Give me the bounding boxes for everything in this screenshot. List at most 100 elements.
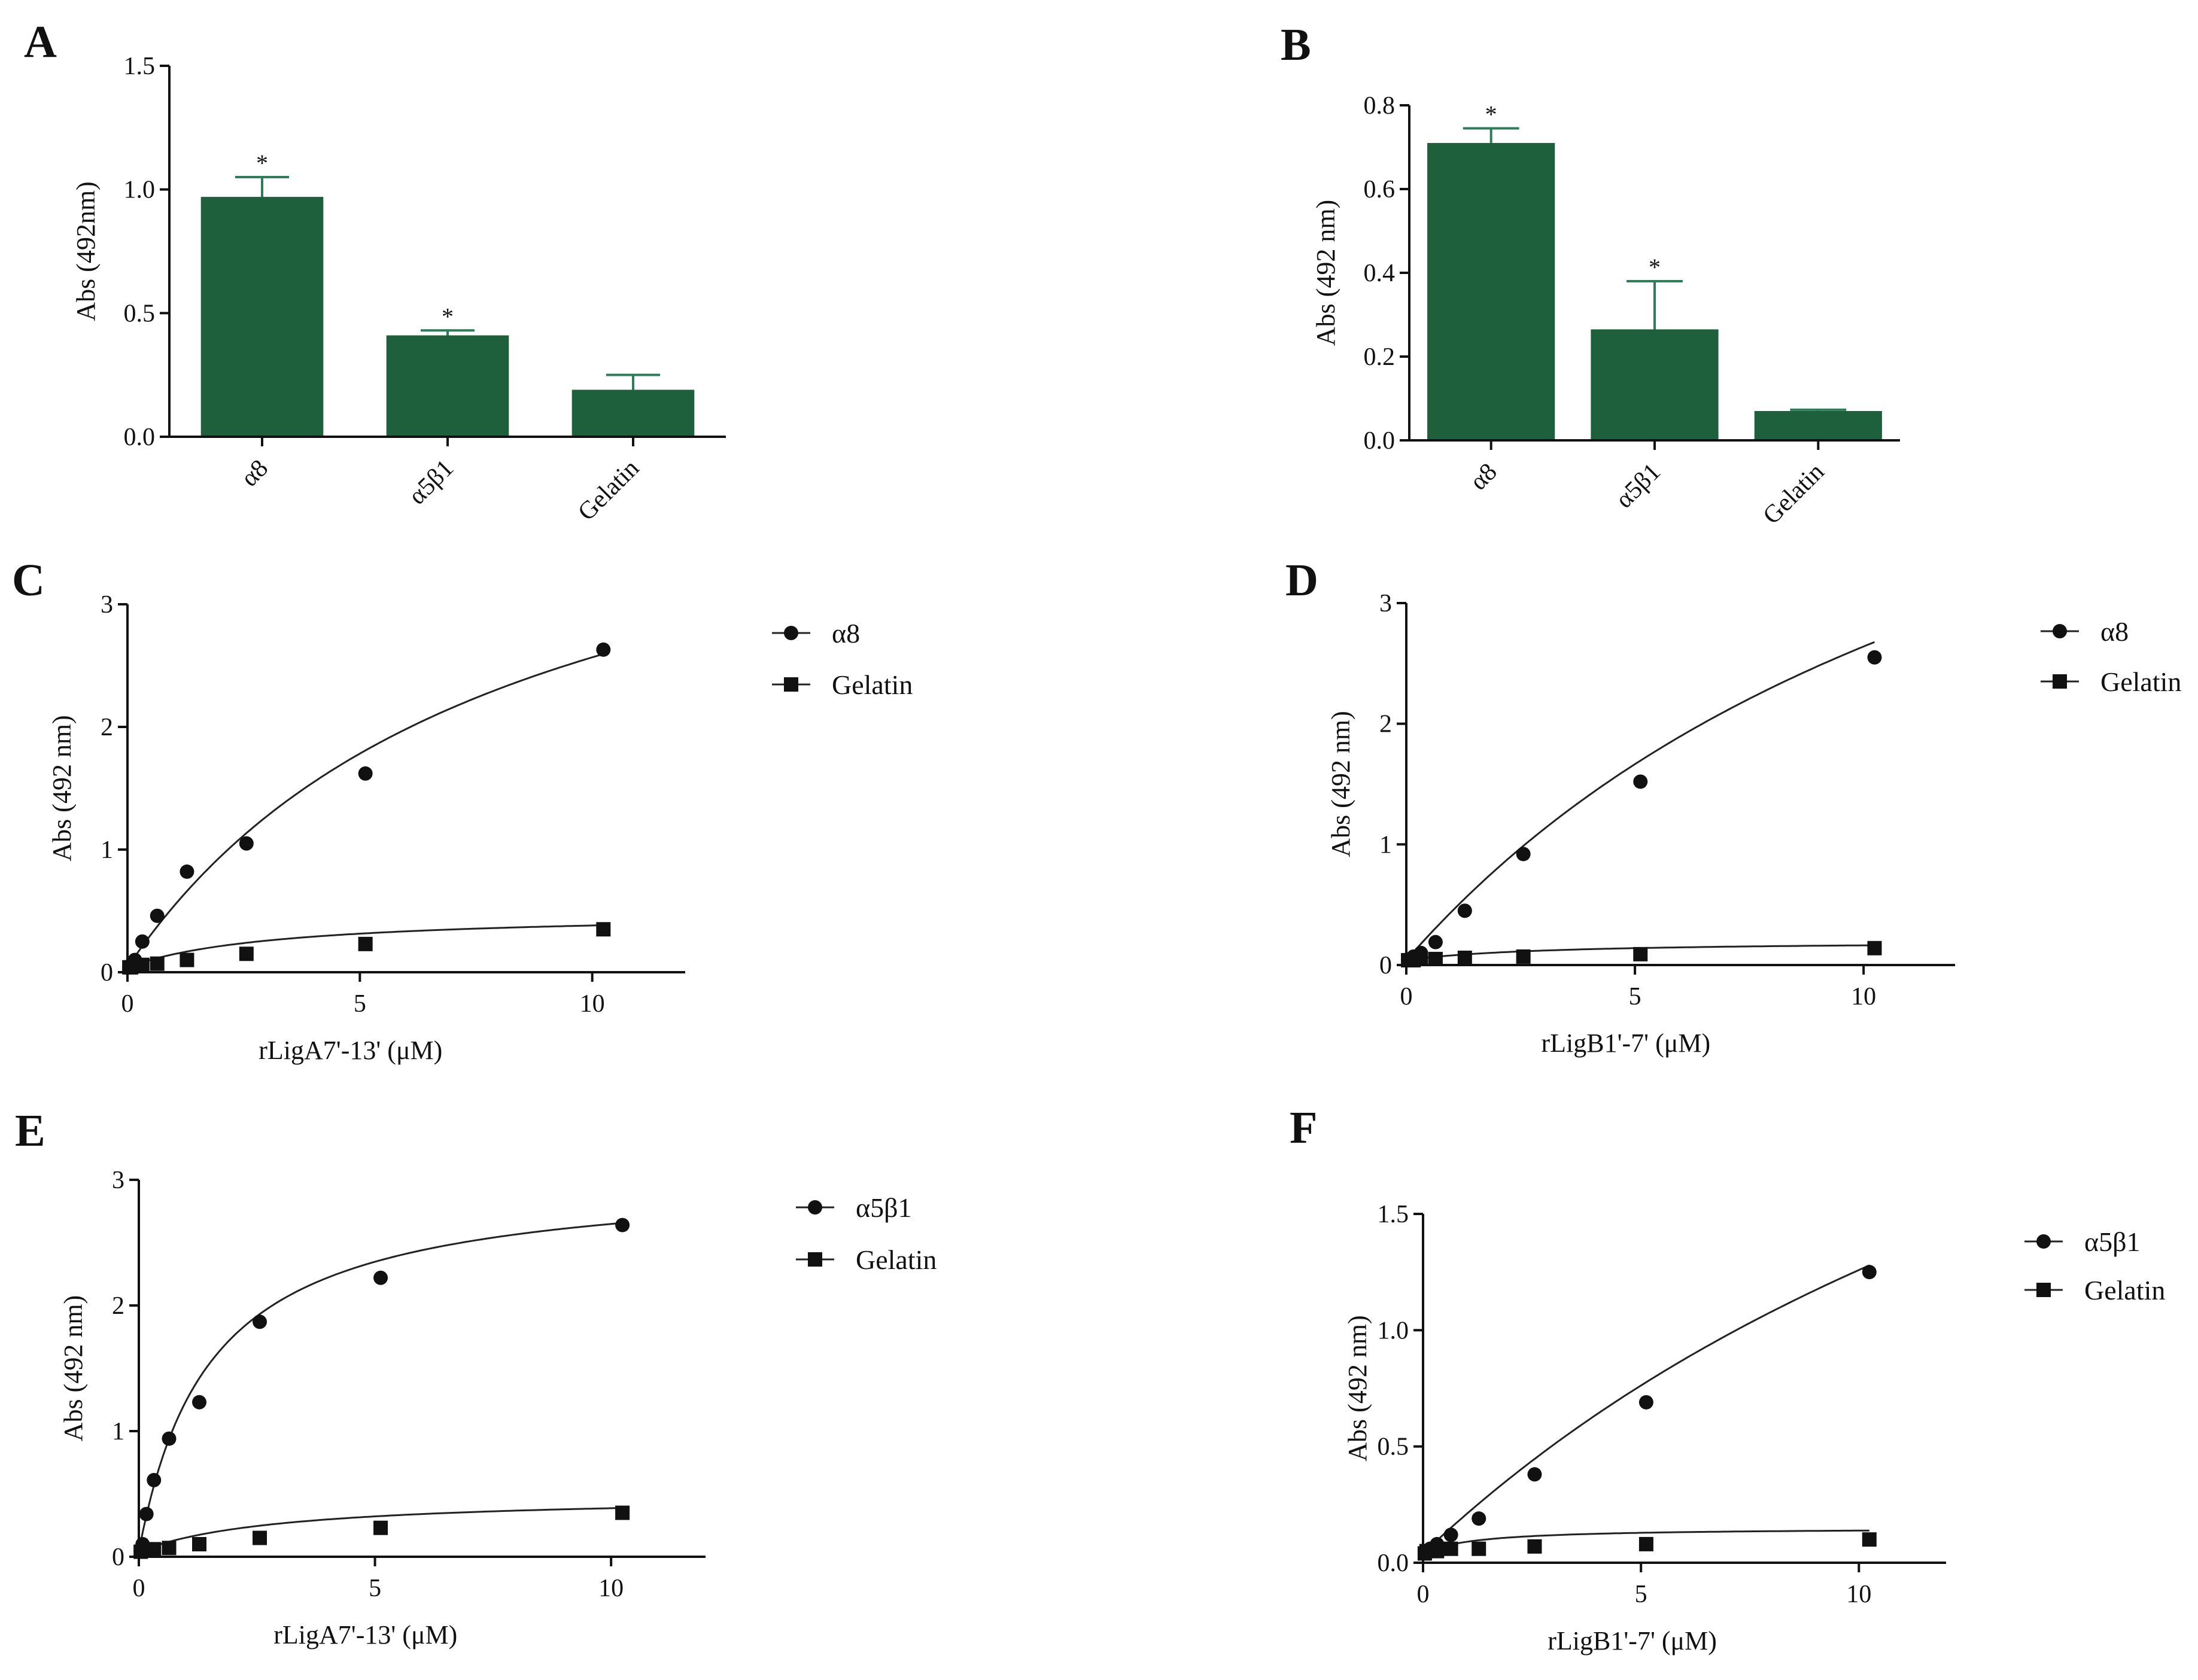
fit-curve-circle-series — [126, 653, 604, 968]
point-square-8 — [373, 1520, 388, 1535]
category-label-2: α5β1 — [403, 455, 459, 510]
x-tick-label-2: 5 — [369, 1575, 381, 1602]
panel-a-bar-chart: * α8 * α5β1 Gelatin 0.0 0.5 1.0 1.5 Abs (492nm) — [71, 53, 726, 526]
y-axis-label: Abs (492 nm) — [1326, 711, 1355, 857]
bar-2 — [386, 335, 509, 437]
legend-label-1: α5β1 — [2084, 1226, 2141, 1257]
y-tick-label-4: 3 — [112, 1167, 124, 1194]
y-tick-label-2: 0.2 — [1364, 343, 1396, 371]
y-tick-label-4: 3 — [101, 591, 113, 619]
point-circle-7 — [253, 1314, 267, 1329]
legend-label-2: Gelatin — [2100, 666, 2181, 697]
y-tick-label-4: 0.6 — [1364, 176, 1396, 203]
fit-curve-square-series — [1422, 1529, 1869, 1554]
y-tick-label-2: 1 — [101, 836, 113, 864]
y-tick-label-4: 3 — [1379, 590, 1392, 617]
x-axis-label: rLigA7'-13' (μM) — [259, 1036, 442, 1065]
point-circle-6 — [180, 864, 194, 879]
x-tick-label-1: 0 — [121, 990, 134, 1018]
point-circle-7 — [239, 836, 254, 851]
x-tick-label-2: 5 — [1635, 1581, 1647, 1608]
point-square-6 — [192, 1537, 207, 1551]
fit-curve-circle-series — [1422, 1264, 1870, 1554]
point-circle-5 — [150, 908, 165, 923]
fit-curve-circle-series — [138, 1222, 623, 1552]
point-circle-5 — [1443, 1527, 1458, 1542]
x-tick-label-3: 10 — [1851, 983, 1876, 1011]
x-tick-label-3: 10 — [598, 1575, 624, 1602]
y-tick-label-3: 2 — [112, 1292, 124, 1320]
y-tick-label-3: 1.0 — [1378, 1317, 1409, 1344]
point-circle-4 — [135, 934, 150, 949]
point-circle-3 — [139, 1506, 154, 1521]
x-tick-label-1: 0 — [1400, 983, 1413, 1011]
category-label-1: α8 — [236, 455, 273, 492]
fit-curve-square-series — [138, 1507, 623, 1553]
panel-f-binding-curve: 0 5 10 0.0 0.5 1.0 1.5 rLigB1'-7' (μM) Abs (492 … — [1343, 1201, 2165, 1655]
y-tick-label-2: 0.5 — [124, 300, 156, 327]
x-tick-label-3: 10 — [1846, 1581, 1871, 1608]
point-square-6 — [180, 952, 194, 967]
panel-label-d: D — [1285, 555, 1318, 605]
category-label-3: Gelatin — [1758, 458, 1829, 530]
point-circle-8 — [1638, 1395, 1653, 1410]
panel-label-e: E — [15, 1106, 45, 1156]
point-circle-9 — [596, 642, 611, 657]
significance-star-1: * — [256, 150, 268, 176]
panel-c-binding-curve: 0 5 10 0 1 2 3 rLigA7'-13' (μM) Abs (492 nm) α8 Ge… — [47, 591, 913, 1065]
x-axis-label: rLigB1'-7' (μM) — [1541, 1028, 1710, 1058]
category-label-3: Gelatin — [573, 455, 644, 526]
y-axis-label: Abs (492nm) — [71, 181, 101, 321]
point-circle-8 — [1633, 774, 1648, 789]
point-circle-5 — [162, 1431, 177, 1446]
legend-marker-square — [808, 1252, 822, 1267]
y-axis-label: Abs (492 nm) — [1311, 200, 1340, 346]
legend-marker-circle — [784, 626, 798, 640]
panel-e-binding-curve: 0 5 10 0 1 2 3 rLigA7'-13' (μM) Abs (492 nm) α5β1… — [59, 1167, 937, 1649]
y-tick-label-2: 0.5 — [1378, 1434, 1409, 1461]
legend-label-2: Gelatin — [832, 669, 913, 700]
legend-marker-square — [784, 677, 798, 692]
point-circle-9 — [1862, 1265, 1877, 1280]
y-tick-label-1: 0.0 — [1378, 1550, 1409, 1577]
point-circle-6 — [192, 1395, 207, 1410]
y-axis-label: Abs (492 nm) — [47, 715, 77, 861]
point-square-9 — [1862, 1532, 1877, 1547]
point-square-5 — [150, 956, 165, 971]
legend-marker-circle — [2036, 1234, 2051, 1249]
point-square-5 — [1428, 951, 1443, 966]
point-square-5 — [162, 1541, 177, 1556]
panel-label-f: F — [1290, 1103, 1317, 1153]
legend-marker-square — [2036, 1283, 2051, 1297]
bar-1 — [1427, 143, 1555, 440]
y-tick-label-1: 0 — [101, 959, 113, 987]
y-tick-label-3: 0.4 — [1364, 260, 1396, 287]
point-circle-9 — [1867, 650, 1882, 665]
x-tick-label-1: 0 — [1417, 1581, 1430, 1608]
point-square-9 — [596, 922, 611, 937]
legend-label-2: Gelatin — [2084, 1275, 2165, 1305]
point-square-4 — [1430, 1544, 1445, 1559]
fit-curve-square-series — [127, 924, 604, 969]
point-circle-7 — [1527, 1467, 1542, 1482]
significance-star-2: * — [1649, 254, 1661, 281]
point-square-4 — [1413, 951, 1428, 966]
y-tick-label-2: 1 — [112, 1418, 124, 1445]
y-tick-label-3: 1.0 — [124, 176, 156, 204]
point-square-8 — [358, 936, 373, 951]
panel-d-binding-curve: 0 5 10 0 1 2 3 rLigB1'-7' (μM) Abs (492 nm) α8 Gel… — [1326, 590, 2181, 1058]
y-tick-label-4: 1.5 — [124, 53, 156, 80]
point-circle-9 — [615, 1218, 630, 1232]
panel-label-a: A — [24, 17, 57, 67]
y-tick-label-3: 2 — [101, 714, 113, 741]
legend-marker-circle — [2053, 624, 2067, 638]
category-label-1: α8 — [1465, 458, 1503, 496]
bar-1 — [200, 197, 324, 437]
legend-label-2: Gelatin — [856, 1244, 937, 1275]
point-circle-6 — [1457, 903, 1472, 918]
y-tick-label-1: 0 — [112, 1544, 124, 1571]
legend-label-1: α5β1 — [856, 1192, 912, 1223]
x-tick-label-1: 0 — [133, 1575, 145, 1602]
panel-label-b: B — [1281, 20, 1311, 70]
